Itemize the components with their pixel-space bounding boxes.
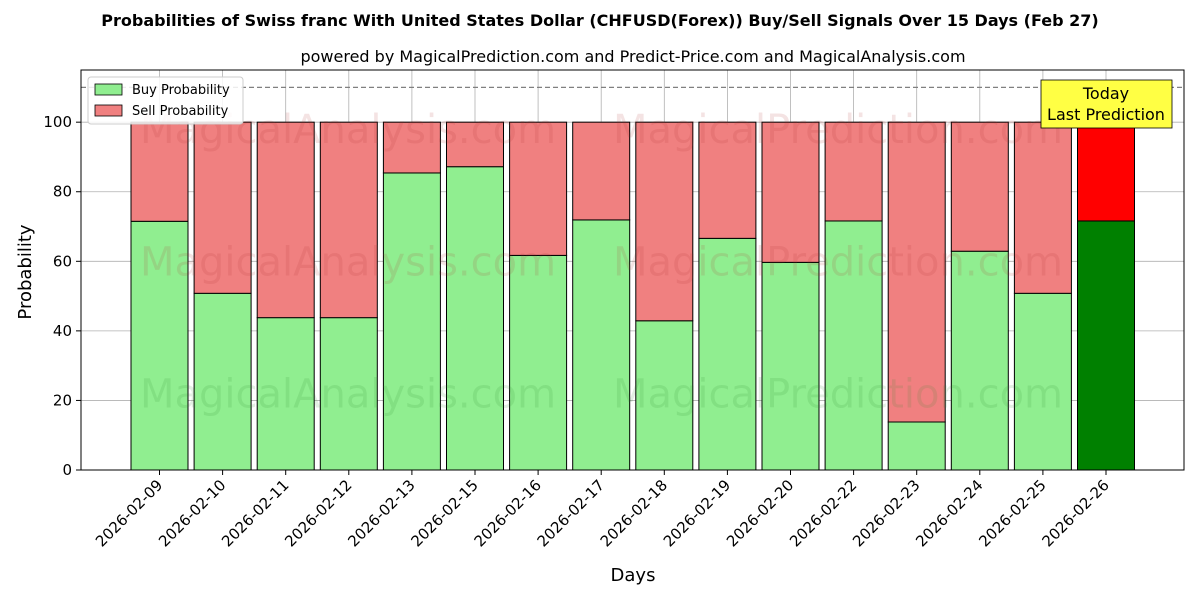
- bar-buy: [950, 250, 1009, 471]
- legend-box: [87, 76, 244, 125]
- y-tick-label: 0: [62, 461, 72, 479]
- y-tick-label: 40: [53, 322, 72, 340]
- x-tick-label: 2026-02-22: [786, 476, 860, 550]
- bar-sell: [130, 121, 189, 222]
- legend: Buy Probability Sell Probability: [87, 76, 244, 125]
- x-tick-label: 2026-02-11: [218, 476, 292, 550]
- bar-sell: [572, 121, 631, 221]
- x-tick-label: 2026-02-16: [471, 476, 545, 550]
- bar-sell: [635, 121, 694, 322]
- today-annotation: Today Last Prediction: [1040, 79, 1173, 129]
- bar-buy: [635, 320, 694, 471]
- y-tick-label: 20: [53, 391, 72, 409]
- x-axis-ticks: 2026-02-092026-02-102026-02-112026-02-12…: [92, 470, 1113, 550]
- bar-buy: [319, 317, 378, 471]
- bar-sell: [509, 121, 568, 256]
- x-tick-label: 2026-02-09: [92, 476, 166, 550]
- y-axis-label: Probability: [15, 224, 36, 319]
- y-axis-ticks: 0 20 40 60 80 100: [43, 113, 81, 479]
- legend-label-buy: Buy Probability: [132, 83, 230, 98]
- watermark: MagicalAnalysis.com: [140, 239, 556, 285]
- bar-buy: [446, 166, 504, 471]
- x-tick-label: 2026-02-24: [912, 476, 986, 550]
- y-tick-label: 80: [53, 183, 72, 201]
- bar-sell: [382, 121, 441, 174]
- y-tick-label: 60: [53, 252, 72, 270]
- bar-buy: [193, 292, 252, 471]
- bar-buy: [1077, 220, 1135, 471]
- bar-sell: [761, 121, 820, 263]
- bar-buy: [1013, 292, 1072, 471]
- watermark: MagicalAnalysis.com: [140, 371, 556, 417]
- bar-sell: [887, 121, 946, 423]
- watermark: MagicalPrediction.com: [613, 107, 1063, 153]
- bar-sell: [698, 121, 757, 239]
- x-tick-label: 2026-02-15: [407, 476, 481, 550]
- x-tick-label: 2026-02-19: [660, 476, 734, 550]
- bar-buy: [887, 421, 946, 471]
- legend-swatch-buy: [94, 83, 123, 96]
- bar-sell: [1013, 121, 1072, 294]
- x-tick-label: 2026-02-12: [281, 476, 355, 550]
- x-tick-label: 2026-02-18: [597, 476, 671, 550]
- watermark: MagicalPrediction.com: [613, 371, 1063, 417]
- x-tick-label: 2026-02-17: [534, 476, 608, 550]
- chart-title: Probabilities of Swiss franc With United…: [101, 11, 1098, 30]
- bars: [130, 121, 1135, 471]
- chart-subtitle: powered by MagicalPrediction.com and Pre…: [300, 47, 965, 66]
- x-axis-label: Days: [611, 565, 656, 586]
- x-tick-label: 2026-02-10: [155, 476, 229, 550]
- bar-buy: [256, 317, 315, 471]
- bar-sell: [256, 121, 315, 319]
- bar-buy: [761, 261, 820, 471]
- x-tick-label: 2026-02-23: [849, 476, 923, 550]
- annotation-box: [1040, 79, 1173, 129]
- bar-buy: [509, 254, 568, 471]
- x-tick-label: 2026-02-20: [723, 476, 797, 550]
- legend-swatch-sell: [94, 104, 123, 117]
- bar-sell: [319, 121, 378, 319]
- bar-buy: [572, 219, 631, 471]
- y-tick-label: 100: [43, 113, 72, 131]
- x-tick-label: 2026-02-25: [975, 476, 1049, 550]
- annotation-line-1: Today: [1082, 84, 1129, 103]
- bar-sell: [824, 121, 883, 222]
- x-tick-label: 2026-02-13: [344, 476, 418, 550]
- bar-sell: [446, 121, 504, 168]
- plot-frame: [80, 69, 1185, 471]
- bar-buy: [698, 237, 757, 471]
- watermark: MagicalPrediction.com: [613, 239, 1063, 285]
- legend-label-sell: Sell Probability: [132, 104, 229, 119]
- bar-buy: [824, 220, 883, 471]
- annotation-line-2: Last Prediction: [1047, 105, 1165, 124]
- bar-sell: [1077, 121, 1135, 222]
- bar-buy: [382, 172, 441, 471]
- bar-sell: [950, 121, 1009, 252]
- x-tick-label: 2026-02-26: [1038, 476, 1112, 550]
- watermarks: MagicalAnalysis.com MagicalPrediction.com…: [140, 107, 1063, 417]
